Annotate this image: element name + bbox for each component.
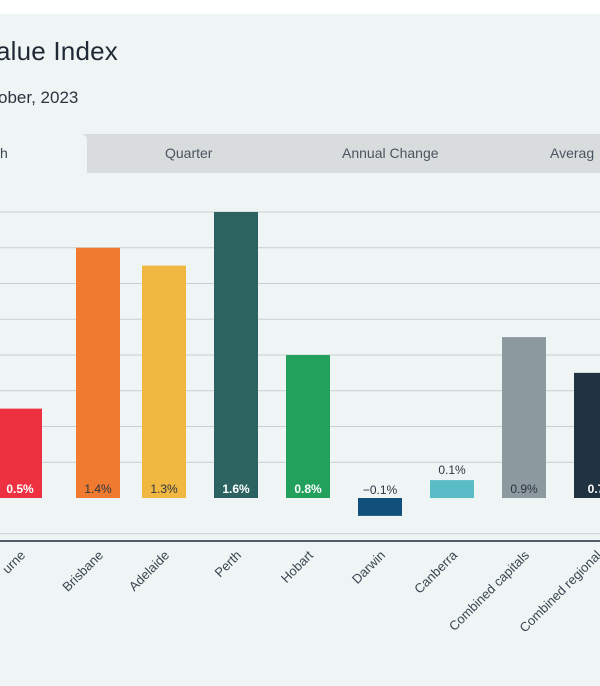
x-tick-label: Perth [212, 548, 245, 581]
tab-bar: h Quarter Annual Change Averag [0, 134, 600, 173]
tab-average[interactable]: Averag [550, 134, 594, 173]
bar-hobart [286, 355, 330, 498]
x-tick-label: Brisbane [59, 548, 106, 595]
tab-annual-change-label: Annual Change [342, 145, 439, 161]
data-label: 0.9% [510, 482, 538, 496]
data-label: 0.8% [294, 482, 322, 496]
tab-quarter[interactable]: Quarter [165, 134, 212, 173]
bar-combined-regional [574, 372, 600, 498]
x-tick-label: Adelaide [126, 548, 172, 594]
bar-perth [214, 212, 258, 498]
data-label: 0.5% [6, 482, 34, 496]
tab-quarter-label: Quarter [165, 145, 213, 161]
data-label: 1.6% [222, 482, 250, 496]
x-tick-label: Darwin [349, 548, 388, 587]
data-label: −0.1% [363, 483, 398, 497]
tab-month-label: h [0, 145, 8, 161]
bar-darwin [358, 498, 402, 516]
data-label: 0.1% [438, 463, 466, 477]
chart-subtitle: ober, 2023 [0, 88, 79, 107]
x-tick-label: Canberra [411, 547, 460, 596]
x-tick-label: Hobart [278, 547, 316, 585]
data-label: 0.7 [588, 482, 600, 496]
chart-title: alue Index [0, 36, 118, 66]
tab-average-label: Averag [550, 145, 595, 161]
bar-adelaide [142, 265, 186, 498]
bar-urne [0, 408, 42, 498]
data-label: 1.4% [84, 482, 112, 496]
bar-combined-capitals [502, 337, 546, 498]
x-tick-label: urne [0, 548, 28, 577]
data-label: 1.3% [150, 482, 178, 496]
tab-month[interactable]: h [0, 134, 87, 173]
tab-annual-change[interactable]: Annual Change [342, 134, 439, 173]
bar-canberra [430, 480, 474, 498]
bar-brisbane [76, 247, 120, 498]
